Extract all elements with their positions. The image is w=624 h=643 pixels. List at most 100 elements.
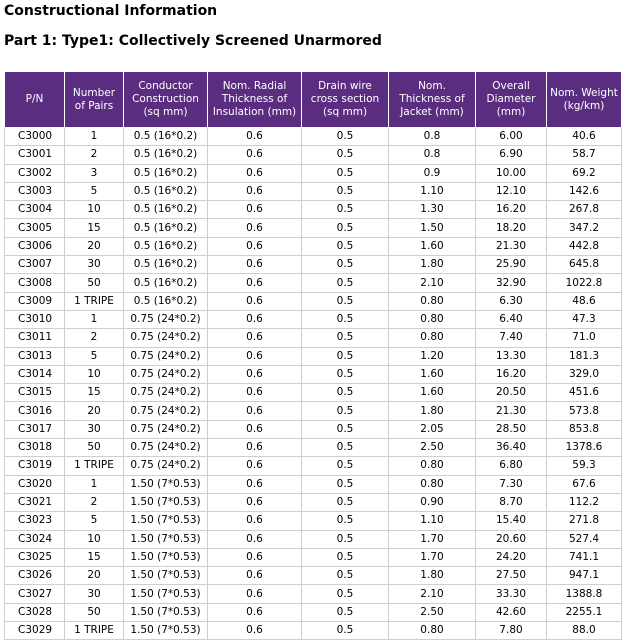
table-cell: 0.6	[207, 511, 302, 531]
table-cell: C3028	[4, 603, 65, 623]
table-row: C3014 10 0.75 (24*0.2) 0.6 0.5 1.60 16.20 329.0	[4, 365, 622, 385]
table-cell: 0.6	[207, 218, 302, 238]
table-cell: 0.6	[207, 127, 302, 147]
table-cell: 47.3	[546, 310, 622, 330]
table-cell: 0.5	[301, 566, 389, 586]
table-cell: 36.40	[475, 438, 547, 458]
table-cell: 1.50 (7*0.53)	[123, 621, 208, 641]
table-cell: 1	[64, 127, 124, 147]
table-cell: 42.60	[475, 603, 547, 623]
table-cell: 0.90	[388, 493, 476, 513]
table-row: C3013 5 0.75 (24*0.2) 0.6 0.5 1.20 13.30 181.3	[4, 347, 622, 366]
table-cell: 0.6	[207, 438, 302, 458]
table-cell: 1.50 (7*0.53)	[123, 530, 208, 549]
header-cell: Number of Pairs	[64, 71, 124, 128]
table-cell: 20	[64, 237, 124, 257]
table-cell: 1.60	[388, 365, 476, 385]
table-cell: C3014	[4, 365, 65, 385]
table-cell: 0.75 (24*0.2)	[123, 456, 208, 476]
header-cell: Nom. Thickness of Jacket (mm)	[388, 71, 476, 128]
table-cell: 0.5 (16*0.2)	[123, 273, 208, 293]
table-cell: 0.5	[301, 292, 389, 311]
table-row: C3001 2 0.5 (16*0.2) 0.6 0.5 0.8 6.90 58.7	[4, 145, 622, 165]
table-cell: 0.75 (24*0.2)	[123, 383, 208, 403]
table-cell: 48.6	[546, 292, 622, 311]
table-row: C3006 20 0.5 (16*0.2) 0.6 0.5 1.60 21.30 442.8	[4, 237, 622, 257]
table-cell: 442.8	[546, 237, 622, 257]
table-cell: 1.50	[388, 218, 476, 238]
table-row: C3003 5 0.5 (16*0.2) 0.6 0.5 1.10 12.10 142.6	[4, 182, 622, 202]
table-cell: 8.70	[475, 493, 547, 513]
table-cell: 0.5 (16*0.2)	[123, 255, 208, 275]
table-cell: 21.30	[475, 401, 547, 421]
table-cell: 6.30	[475, 292, 547, 311]
table-cell: 33.30	[475, 584, 547, 604]
table-cell: 0.5 (16*0.2)	[123, 145, 208, 165]
table-cell: 69.2	[546, 164, 622, 183]
table-cell: C3020	[4, 475, 65, 494]
table-row: C3016 20 0.75 (24*0.2) 0.6 0.5 1.80 21.30 573.8	[4, 401, 622, 421]
table-cell: 0.5	[301, 200, 389, 220]
table-cell: 0.5	[301, 621, 389, 641]
table-cell: 0.75 (24*0.2)	[123, 347, 208, 366]
table-cell: C3026	[4, 566, 65, 586]
table-cell: 0.5	[301, 182, 389, 202]
table-cell: 0.6	[207, 420, 302, 440]
table-cell: C3016	[4, 401, 65, 421]
table-cell: 16.20	[475, 365, 547, 385]
table-cell: 2	[64, 493, 124, 513]
table-cell: 853.8	[546, 420, 622, 440]
table-cell: 0.80	[388, 475, 476, 494]
table-cell: 0.75 (24*0.2)	[123, 401, 208, 421]
table-cell: 59.3	[546, 456, 622, 476]
table-cell: 0.5	[301, 584, 389, 604]
table-cell: 50	[64, 438, 124, 458]
table-row: C3015 15 0.75 (24*0.2) 0.6 0.5 1.60 20.50 451.6	[4, 383, 622, 403]
table-cell: C3018	[4, 438, 65, 458]
table-cell: 1.50 (7*0.53)	[123, 603, 208, 623]
table-cell: C3004	[4, 200, 65, 220]
header-row: P/N Number of Pairs Conductor Constructi…	[4, 71, 622, 128]
table-cell: 88.0	[546, 621, 622, 641]
table-cell: 181.3	[546, 347, 622, 366]
table-cell: 0.75 (24*0.2)	[123, 420, 208, 440]
table-cell: 0.6	[207, 401, 302, 421]
table-row: C3004 10 0.5 (16*0.2) 0.6 0.5 1.30 16.20 267.8	[4, 200, 622, 220]
table-cell: 0.6	[207, 365, 302, 385]
table-cell: 15	[64, 383, 124, 403]
table-cell: 0.5 (16*0.2)	[123, 182, 208, 202]
table-cell: 0.6	[207, 164, 302, 183]
table-cell: 0.5	[301, 218, 389, 238]
table-cell: C3008	[4, 273, 65, 293]
table-cell: 7.30	[475, 475, 547, 494]
table-cell: C3017	[4, 420, 65, 440]
table-cell: 12.10	[475, 182, 547, 202]
table-cell: 2.50	[388, 438, 476, 458]
table-cell: 10	[64, 365, 124, 385]
table-cell: C3025	[4, 548, 65, 568]
table-cell: 0.5	[301, 164, 389, 183]
table-cell: 0.8	[388, 145, 476, 165]
table-cell: C3000	[4, 127, 65, 147]
table-cell: C3007	[4, 255, 65, 275]
table-cell: 1.80	[388, 566, 476, 586]
table-cell: 0.5	[301, 420, 389, 440]
table-cell: 7.80	[475, 621, 547, 641]
table-cell: 741.1	[546, 548, 622, 568]
table-cell: 1	[64, 310, 124, 330]
table-row: C3025 15 1.50 (7*0.53) 0.6 0.5 1.70 24.20 741.1	[4, 548, 622, 568]
table-cell: 0.75 (24*0.2)	[123, 365, 208, 385]
table-cell: 20	[64, 401, 124, 421]
table-cell: C3015	[4, 383, 65, 403]
table-row: C3019 1 TRIPE 0.75 (24*0.2) 0.6 0.5 0.80 6.80 5…	[4, 456, 622, 476]
table-cell: 6.40	[475, 310, 547, 330]
table-cell: 20.50	[475, 383, 547, 403]
table-cell: 1.50 (7*0.53)	[123, 584, 208, 604]
table-cell: 0.75 (24*0.2)	[123, 310, 208, 330]
table-cell: 1.30	[388, 200, 476, 220]
header-cell: P/N	[4, 71, 65, 128]
header-cell: Overall Diameter (mm)	[475, 71, 547, 128]
table-cell: 267.8	[546, 200, 622, 220]
table-row: C3008 50 0.5 (16*0.2) 0.6 0.5 2.10 32.90 1022.8	[4, 273, 622, 293]
table-cell: C3003	[4, 182, 65, 202]
